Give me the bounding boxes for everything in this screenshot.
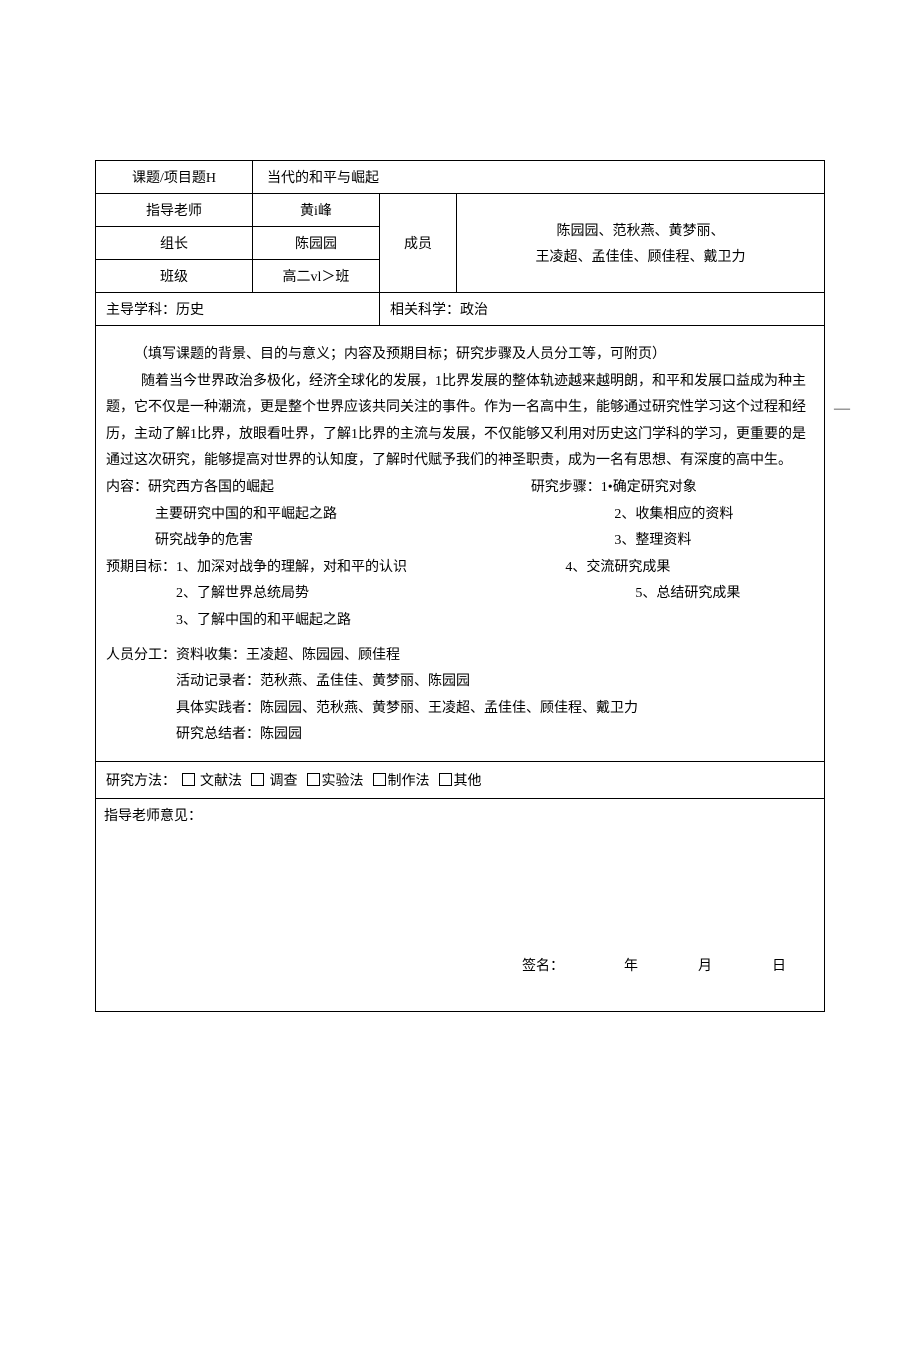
content-block: （填写课题的背景、目的与意义；内容及预期目标；研究步骤及人员分工等，可附页） 随… [96, 326, 824, 761]
checkbox-icon[interactable] [182, 773, 195, 786]
content-line3: 研究战争的危害 [106, 528, 544, 555]
method-opt-1: 调查 [270, 774, 298, 789]
goal-line2: 2、了解世界总统局势 [106, 581, 565, 608]
roles-line4: 研究总结者：陈园园 [106, 722, 814, 749]
day-label: 日 [772, 955, 786, 975]
checkbox-icon[interactable] [439, 773, 452, 786]
checkbox-icon[interactable] [307, 773, 320, 786]
roles-line1: 人员分工：资料收集：王凌超、陈园园、顾佳程 [106, 643, 814, 670]
advice-label: 指导老师意见： [104, 805, 816, 825]
goal-line3: 3、了解中国的和平崛起之路 [106, 608, 814, 635]
sign-label: 签名： [522, 955, 564, 975]
year-label: 年 [624, 955, 638, 975]
class-label: 班级 [96, 260, 253, 293]
teacher-value: 黄i峰 [253, 194, 380, 227]
paragraph: 随着当今世界政治多极化，经济全球化的发展，1比界发展的整体轨迹越来越明朗，和平和… [106, 369, 814, 475]
steps-line4: 4、交流研究成果 [495, 555, 848, 582]
goal-line1: 预期目标：1、加深对战争的理解，对和平的认识 [106, 555, 495, 582]
checkbox-icon[interactable] [251, 773, 264, 786]
related-subject: 相关科学：政治 [380, 293, 825, 326]
class-value: 高二vl＞班 [253, 260, 380, 293]
members-line2: 王凌超、孟佳佳、顾佳程、戴卫力 [465, 246, 816, 266]
members-line1: 陈园园、范秋燕、黄梦丽、 [465, 220, 816, 240]
method-opt-0: 文献法 [200, 774, 242, 789]
methods-row: 研究方法： 文献法 调查 实验法 制作法 其他 [96, 761, 825, 798]
steps-line5: 5、总结研究成果 [565, 581, 918, 608]
members-value: 陈园园、范秋燕、黄梦丽、 王凌超、孟佳佳、顾佳程、戴卫力 [457, 194, 825, 293]
checkbox-icon[interactable] [373, 773, 386, 786]
month-label: 月 [698, 955, 712, 975]
title-label: 课题/项目题H [96, 161, 253, 194]
method-opt-2: 实验法 [322, 774, 364, 789]
steps-line3: 3、整理资料 [544, 528, 897, 555]
leader-value: 陈园园 [253, 227, 380, 260]
decorative-dash: — [834, 400, 850, 418]
roles-line2: 活动记录者：范秋燕、孟佳佳、黄梦丽、陈园园 [106, 669, 814, 696]
main-subject: 主导学科：历史 [96, 293, 380, 326]
content-line2: 主要研究中国的和平崛起之路 [106, 502, 544, 529]
method-opt-4: 其他 [454, 774, 482, 789]
prompt-text: （填写课题的背景、目的与意义；内容及预期目标；研究步骤及人员分工等，可附页） [106, 342, 814, 369]
leader-label: 组长 [96, 227, 253, 260]
methods-prefix: 研究方法： [106, 774, 176, 789]
teacher-label: 指导老师 [96, 194, 253, 227]
method-opt-3: 制作法 [388, 774, 430, 789]
steps-line1: 研究步骤：1•确定研究对象 [531, 475, 814, 502]
signature-row: 签名： 年 月 日 [104, 825, 816, 983]
title-value: 当代的和平与崛起 [253, 161, 825, 194]
content-line1: 内容：研究西方各国的崛起 [106, 475, 495, 502]
members-label: 成员 [380, 194, 457, 293]
roles-line3: 具体实践者：陈园园、范秋燕、黄梦丽、王凌超、孟佳佳、顾佳程、戴卫力 [106, 696, 814, 723]
form-table: 课题/项目题H 当代的和平与崛起 指导老师 黄i峰 成员 陈园园、范秋燕、黄梦丽… [95, 160, 825, 1012]
advice-cell: 指导老师意见： 签名： 年 月 日 [96, 798, 825, 1011]
steps-line2: 2、收集相应的资料 [544, 502, 897, 529]
